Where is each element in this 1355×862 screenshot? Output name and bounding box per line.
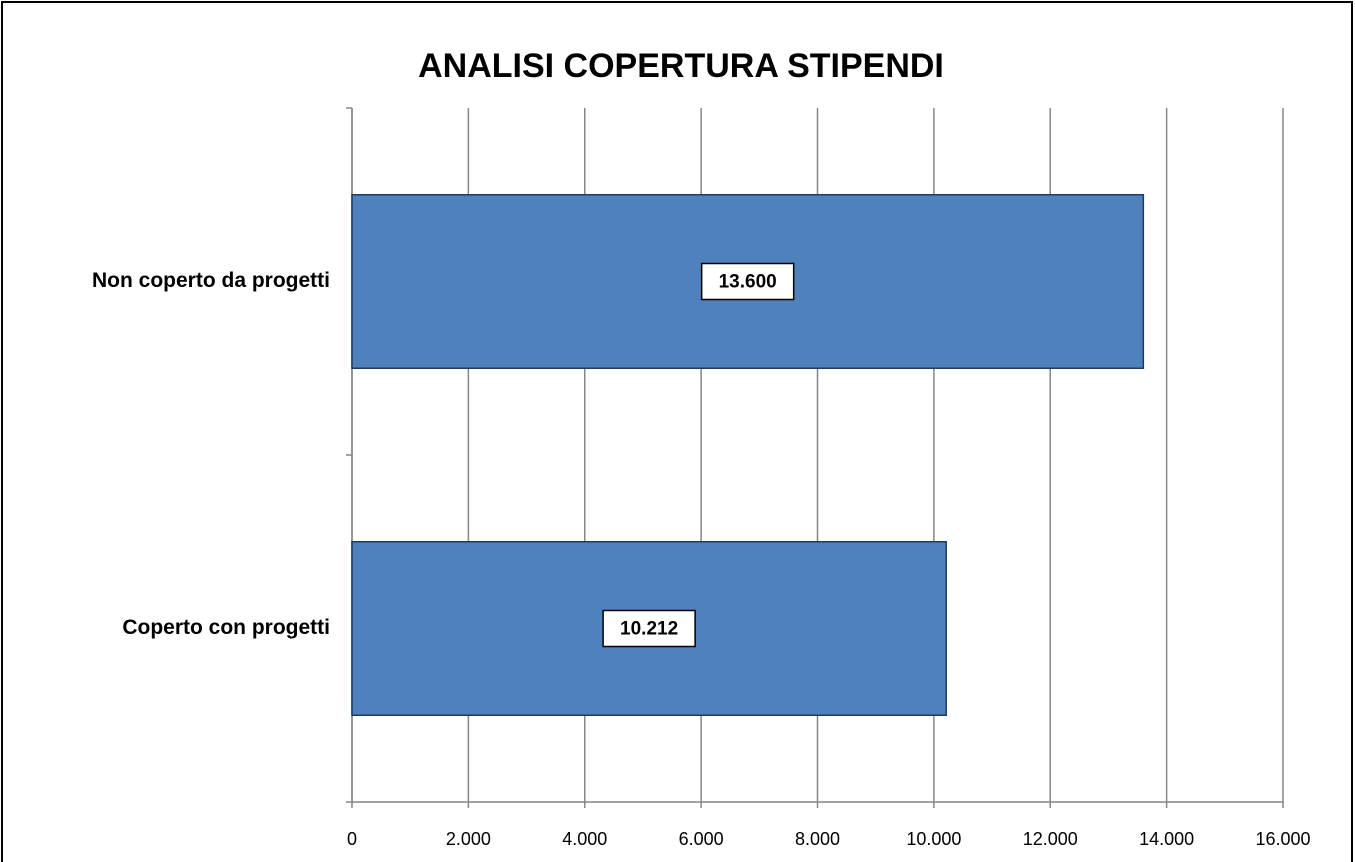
x-tick-label: 12.000 [1023,829,1078,849]
x-tick-label: 8.000 [795,829,840,849]
x-tick-label: 2.000 [446,829,491,849]
x-tick-label: 10.000 [906,829,961,849]
x-tick-label: 16.000 [1255,829,1310,849]
value-label: 13.600 [719,272,777,293]
value-label: 10.212 [620,619,678,640]
value-label-box [700,262,795,301]
x-tick-label: 0 [347,829,357,849]
value-label-box [602,609,696,648]
x-tick-label: 14.000 [1139,829,1194,849]
x-tick-label: 4.000 [562,829,607,849]
y-tick-label: Coperto con progetti [122,616,330,639]
y-tick-label: Non coperto da progetti [92,269,330,292]
x-tick-label: 6.000 [679,829,724,849]
chart-title: ANALISI COPERTURA STIPENDI [418,47,944,85]
